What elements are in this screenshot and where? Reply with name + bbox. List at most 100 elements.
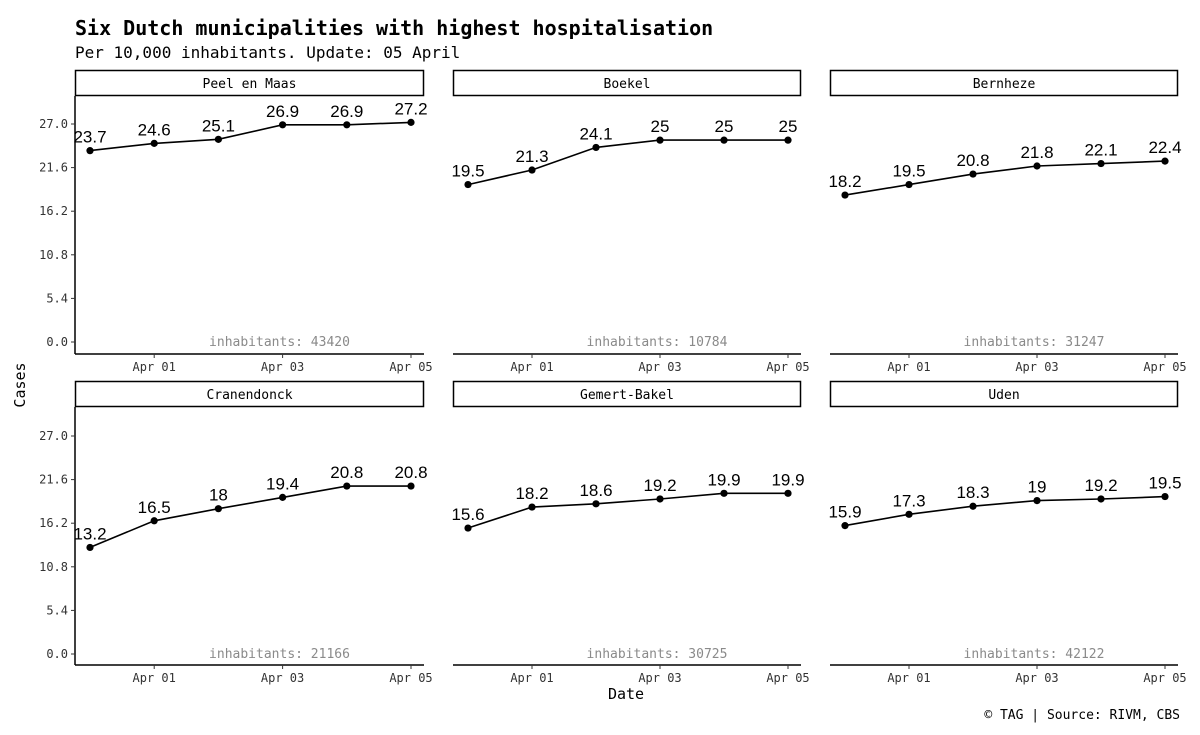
data-label: 25.1 [202,116,235,135]
x-tick-label: Apr 03 [1015,671,1058,685]
inhabitants-label: inhabitants: 42122 [964,647,1105,662]
data-label: 25 [715,117,734,136]
data-point [279,493,287,501]
y-tick-label: 21.6 [39,161,68,175]
facet-panel-3: Bernheze Apr 01 Apr 03 Apr 05 inhabitants: 3… [828,69,1187,374]
data-label: 18.2 [515,484,548,503]
series-line [844,495,1166,527]
inhabitants-label: inhabitants: 30725 [587,647,728,662]
y-axis-title: Cases [11,362,29,407]
data-label: 20.8 [394,463,427,482]
data-label: 19.2 [643,476,676,495]
data-label: 15.6 [451,505,484,524]
strip-label: Gemert-Bakel [580,388,674,403]
data-label: 16.5 [138,498,171,517]
data-point [969,170,977,178]
data-label: 17.3 [892,491,925,510]
x-tick-label: Apr 05 [766,360,809,374]
data-point [905,510,913,518]
y-tick-label: 5.4 [46,603,68,617]
facet-panel-5: Gemert-Bakel Apr 01 Apr 03 Apr 05 inhabitant… [451,380,810,685]
strip-box [74,380,425,408]
data-label: 27.2 [394,99,427,118]
data-label: 19.5 [892,162,925,181]
y-tick-label: 10.8 [39,248,68,262]
x-tick-label: Apr 01 [887,671,930,685]
x-tick-label: Apr 03 [1015,360,1058,374]
data-label: 19.4 [266,474,299,493]
y-tick-label: 16.2 [39,204,68,218]
data-point [720,489,728,497]
data-label: 19 [1028,478,1047,497]
data-point [464,524,472,532]
data-point [592,143,600,152]
data-point [528,166,536,174]
data-label: 15.9 [828,503,861,522]
data-point [464,180,472,189]
chart-subtitle: Per 10,000 inhabitants. Update: 05 April [75,43,461,62]
data-point [214,135,222,143]
data-point [214,505,222,513]
chart-title: Six Dutch municipalities with highest ho… [75,16,714,40]
inhabitants-label: inhabitants: 43420 [209,335,350,350]
data-point [656,495,664,503]
strip-label: Boekel [604,77,651,92]
x-tick-label: Apr 03 [638,671,681,685]
x-tick-label: Apr 01 [510,360,553,374]
x-tick-label: Apr 05 [1143,671,1186,685]
x-tick-label: Apr 01 [133,671,176,685]
data-label: 18.3 [956,483,989,502]
strip-box [452,69,802,97]
strip-box [829,69,1179,97]
data-point [150,517,158,525]
data-point [1033,162,1041,170]
data-label: 21.3 [515,147,548,166]
data-label: 22.1 [1084,141,1117,160]
x-tick-label: Apr 01 [887,360,930,374]
data-label: 26.9 [266,102,299,121]
x-tick-label: Apr 03 [261,360,304,374]
data-point [841,191,849,199]
y-tick-label: 0.0 [46,647,68,661]
x-axis-title: Date [608,685,644,703]
data-label: 13.2 [73,524,106,543]
series-line [844,160,1166,196]
data-point [656,136,664,144]
y-tick-label: 10.8 [39,560,68,574]
data-label: 20.8 [330,463,363,482]
x-tick-label: Apr 03 [638,360,681,374]
facet-panel-4: Cranendonck 0.0 5.4 10.8 16.2 21.6 27.0 Apr 01 A… [39,380,433,685]
strip-box [452,380,802,408]
x-tick-label: Apr 05 [389,671,432,685]
data-label: 18.6 [579,481,612,500]
data-label: 19.5 [1148,474,1181,493]
series-line [89,121,412,152]
data-label: 19.5 [451,162,484,181]
y-tick-label: 21.6 [39,473,68,487]
facet-panel-2: Boekel Apr 01 Apr 03 Apr 05 inhabitants: 107… [451,69,810,374]
data-label: 22.4 [1148,138,1181,157]
data-point [720,136,728,144]
data-point [1033,496,1041,505]
data-point [841,522,849,530]
data-label: 19.9 [771,470,804,489]
strip-label: Peel en Maas [203,77,297,92]
y-tick-label: 5.4 [46,291,68,305]
data-point [407,118,415,126]
data-label: 21.8 [1020,143,1053,162]
inhabitants-label: inhabitants: 10784 [587,335,728,350]
series-line [467,492,788,529]
y-tick-label: 27.0 [39,117,68,131]
data-point [528,503,536,511]
series-line [467,139,788,186]
data-point [1161,157,1169,165]
data-point [1097,159,1105,168]
data-point [279,121,287,129]
strip-label: Cranendonck [206,388,292,403]
data-point [1161,492,1169,501]
inhabitants-label: inhabitants: 21166 [209,647,350,662]
data-point [592,500,600,508]
data-point [969,502,977,510]
data-label: 25 [779,117,798,136]
inhabitants-label: inhabitants: 31247 [964,335,1105,350]
